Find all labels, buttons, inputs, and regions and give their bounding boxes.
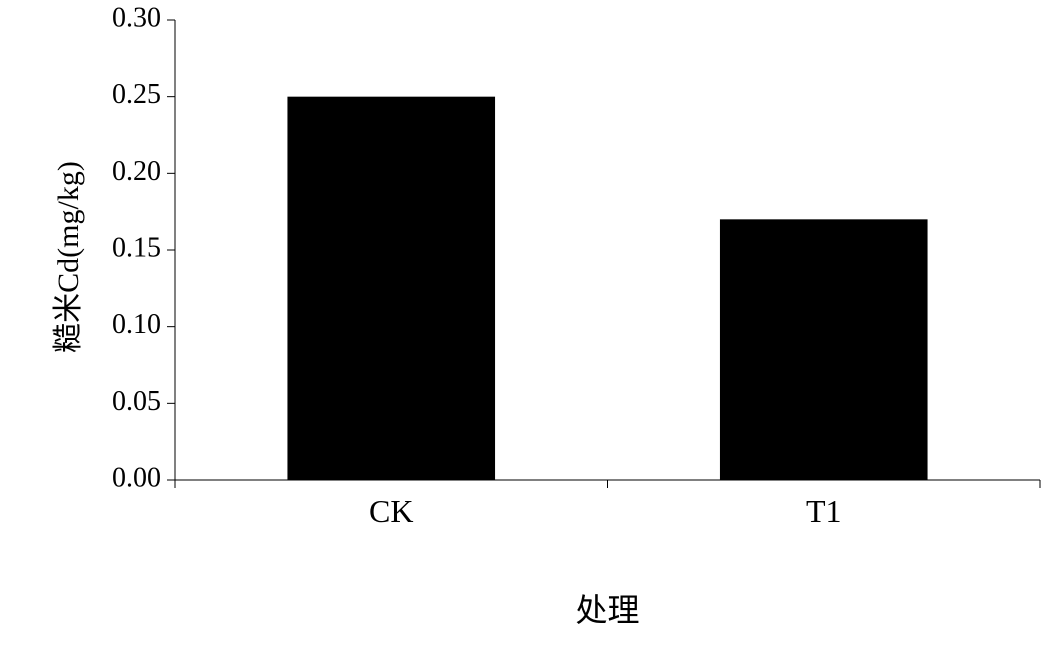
y-tick-label: 0.10 — [112, 309, 161, 340]
bar — [287, 97, 495, 480]
plot-svg: 0.00 0.05 0.10 0.15 0.20 0.25 0.30 CK T1 — [0, 0, 1064, 646]
y-tick-label: 0.20 — [112, 156, 161, 187]
bar — [720, 219, 928, 480]
y-tick-label: 0.05 — [112, 386, 161, 417]
y-axis-title: 糙米Cd(mg/kg) — [43, 132, 87, 382]
x-category-label: T1 — [806, 493, 842, 529]
y-tick-label: 0.15 — [112, 232, 161, 263]
x-category-label: CK — [369, 493, 413, 529]
y-tick-label: 0.30 — [112, 2, 161, 33]
y-tick-label: 0.00 — [112, 462, 161, 493]
x-axis-title: 处理 — [175, 585, 1040, 631]
bar-chart: 糙米Cd(mg/kg) 处理 0.000.050.100.150.200.250… — [0, 0, 1064, 646]
y-tick-label: 0.25 — [112, 79, 161, 110]
